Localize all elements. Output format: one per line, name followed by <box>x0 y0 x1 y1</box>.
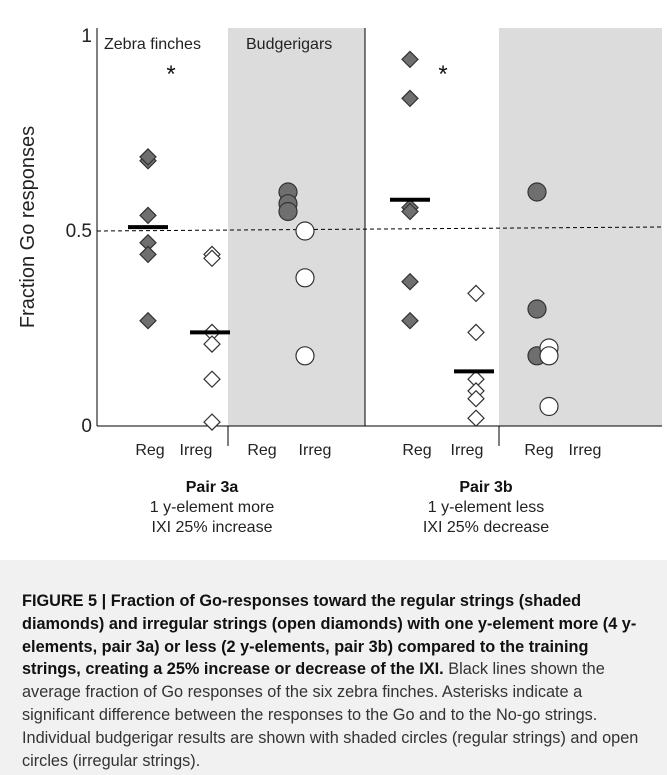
group-line-1-0: 1 y-element less <box>428 499 545 516</box>
zebra-regular-diamond-1-0 <box>401 50 419 69</box>
zebra-irregular-diamond-0-3 <box>203 335 221 353</box>
zebra-regular-diamond-1-1 <box>401 89 419 108</box>
zebra-regular-diamond-1-3 <box>401 202 419 221</box>
reference-line-0-5 <box>96 226 663 232</box>
zebra-irregular-diamond-1-4 <box>467 389 485 408</box>
y-tick-label-2: 1 <box>81 26 92 47</box>
budgerigar-irregular-circle-1-1 <box>539 346 559 366</box>
zebra-regular-diamond-1-4 <box>401 272 419 291</box>
caption-text: Black lines shown the average fraction o… <box>22 660 639 770</box>
figure-caption: FIGURE 5 | Fraction of Go-responses towa… <box>0 560 667 775</box>
budgerigar-irregular-circle-0-1 <box>295 268 315 288</box>
zebra-irregular-diamond-0-4 <box>203 370 221 389</box>
panel-label-budgerigars: Budgerigars <box>246 36 332 53</box>
significance-asterisk-0: * <box>166 61 175 88</box>
zebra-irregular-diamond-1-0 <box>467 284 485 303</box>
group-line-1-1: IXI 25% decrease <box>423 519 549 536</box>
x-tick-label-6: Reg <box>524 442 553 459</box>
zebra-regular-diamond-0-4 <box>139 245 157 264</box>
zebra-regular-diamond-0-5 <box>139 311 157 330</box>
zebra-irregular-diamond-0-1 <box>203 249 221 268</box>
chart: 0 0.5 1 Fraction Go responses Zebra finches B… <box>17 26 663 536</box>
budgerigar-regular-circle-0-2 <box>278 201 298 222</box>
y-tick-label-1: 0.5 <box>66 221 92 242</box>
zebra-irregular-diamond-1-1 <box>467 323 485 342</box>
zebra-regular-diamond-0-2 <box>139 206 157 225</box>
group-title-1: Pair 3b <box>459 479 513 496</box>
budgerigar-irregular-circle-0-0 <box>295 221 315 241</box>
x-tick-label-1: Irreg <box>180 442 213 459</box>
x-tick-label-3: Irreg <box>299 442 332 459</box>
budgerigar-panel-pair-3b <box>499 28 662 426</box>
group-title-0: Pair 3a <box>186 479 239 496</box>
group-line-0-0: 1 y-element more <box>150 499 275 516</box>
budgerigar-regular-circle-1-1 <box>527 299 547 319</box>
budgerigar-irregular-circle-0-2 <box>295 346 315 366</box>
x-tick-label-2: Reg <box>247 442 276 459</box>
x-tick-label-7: Irreg <box>569 442 602 459</box>
x-tick-label-0: Reg <box>135 442 164 459</box>
y-tick-label-0: 0 <box>81 416 92 437</box>
caption-bold: FIGURE 5 | Fraction of Go-responses towa… <box>22 592 637 679</box>
x-tick-label-4: Reg <box>402 442 431 459</box>
zebra-irregular-diamond-1-5 <box>467 409 485 428</box>
panel-label-zebra-finches: Zebra finches <box>104 36 201 53</box>
significance-asterisk-1: * <box>438 61 447 88</box>
budgerigar-irregular-circle-1-2 <box>539 396 559 417</box>
x-tick-label-5: Irreg <box>451 442 484 459</box>
budgerigar-regular-circle-1-0 <box>527 182 547 202</box>
zebra-regular-diamond-0-1 <box>139 148 157 166</box>
zebra-regular-diamond-1-5 <box>401 311 419 330</box>
y-axis-label: Fraction Go responses <box>17 126 39 328</box>
zebra-irregular-diamond-0-5 <box>203 413 221 431</box>
group-line-0-1: IXI 25% increase <box>152 519 273 536</box>
